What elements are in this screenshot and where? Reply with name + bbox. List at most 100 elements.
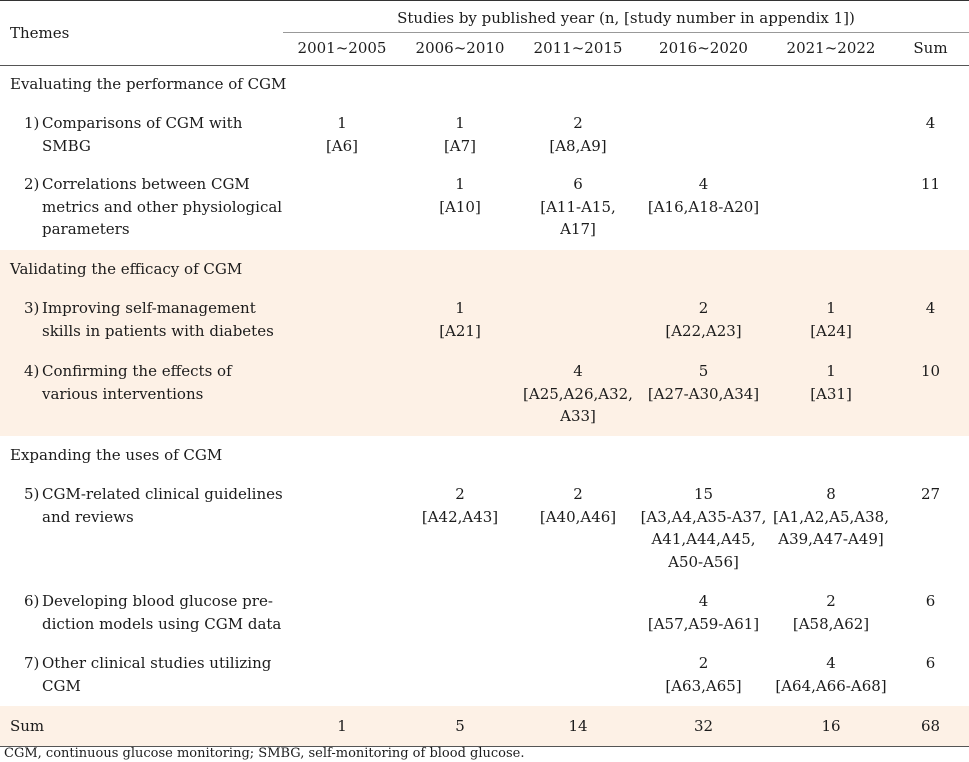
table-cell: [A16,A18-A20] bbox=[647, 197, 760, 216]
section-row-3: Expanding the uses of CGM bbox=[0, 436, 969, 474]
table-cell: [A63,A65] bbox=[665, 676, 742, 695]
table-cell: 2 bbox=[573, 485, 583, 503]
table-cell: 1 bbox=[826, 362, 836, 380]
row-theme-line: Other clinical studies utilizing bbox=[42, 654, 272, 672]
row-theme-line: parameters bbox=[42, 220, 130, 238]
row-theme-line: Improving self-management bbox=[42, 299, 256, 317]
table-cell: [A11-A15, bbox=[540, 197, 616, 216]
row-number: 7) bbox=[24, 654, 40, 672]
table-header: Themes Studies by published year (n, [stu… bbox=[0, 1, 969, 65]
row-theme-line: CGM bbox=[42, 676, 81, 695]
table-row: 3) Improving self-management skills in pat… bbox=[0, 288, 969, 351]
table-cell: A50-A56] bbox=[668, 552, 739, 571]
themes-header: Themes bbox=[10, 24, 70, 42]
table-cell: [A8,A9] bbox=[549, 136, 607, 155]
table-cell: 5 bbox=[698, 362, 709, 380]
sum-cell-1: 1 bbox=[337, 717, 347, 735]
table-cell: 6 bbox=[925, 592, 936, 610]
table-row: 1) Comparisons of CGM with SMBG 1 [A6] 1 [A7] 2… bbox=[0, 103, 969, 164]
table-footnote: CGM, continuous glucose monitoring; SMBG… bbox=[4, 746, 525, 761]
row-theme-line: Developing blood glucose pre- bbox=[42, 592, 273, 610]
table-cell: [A24] bbox=[810, 321, 852, 340]
table-cell: [A22,A23] bbox=[665, 321, 742, 340]
table-cell: 4 bbox=[925, 299, 936, 317]
section-title: Expanding the uses of CGM bbox=[10, 446, 223, 464]
table-cell: [A64,A66-A68] bbox=[775, 676, 887, 695]
row-theme-line: CGM-related clinical guidelines bbox=[42, 485, 283, 503]
section-title: Evaluating the performance of CGM bbox=[10, 75, 287, 93]
section-row-1: Evaluating the performance of CGM bbox=[0, 65, 969, 103]
table-row: 2) Correlations between CGM metrics and ot… bbox=[0, 164, 969, 250]
table-cell: [A10] bbox=[439, 197, 481, 216]
table-cell: 1 bbox=[455, 299, 465, 317]
table-cell: A33] bbox=[560, 407, 596, 425]
table-cell: [A31] bbox=[810, 384, 852, 403]
table-cell: 6 bbox=[573, 175, 583, 193]
table-cell: [A58,A62] bbox=[792, 614, 870, 633]
table-cell: 6 bbox=[925, 654, 936, 672]
row-theme-line: metrics and other physiological bbox=[42, 197, 283, 216]
sum-cell-5: 16 bbox=[821, 717, 841, 735]
column-header-1: 2001~2005 bbox=[297, 39, 387, 57]
table-row: 6) Developing blood glucose pre-diction m… bbox=[0, 581, 969, 643]
table-cell: A17] bbox=[560, 220, 596, 238]
section-row-2: Validating the efficacy of CGM bbox=[0, 250, 969, 288]
row-number: 5) bbox=[24, 485, 40, 503]
table-cell: 4 bbox=[826, 654, 836, 672]
row-theme-line: various interventions bbox=[42, 384, 204, 403]
row-theme-line: Comparisons of CGM with bbox=[42, 114, 243, 132]
sum-cell-6: 68 bbox=[920, 717, 941, 735]
table-cell: 4 bbox=[573, 362, 583, 380]
table-cell: 2 bbox=[698, 299, 709, 317]
header-divider bbox=[0, 65, 969, 66]
table-cell: [A21] bbox=[439, 321, 481, 340]
table-cell: 10 bbox=[920, 362, 941, 380]
row-number: 3) bbox=[24, 299, 40, 317]
row-number: 6) bbox=[24, 592, 40, 610]
table-cell: 1 bbox=[826, 299, 836, 317]
row-theme-line: Confirming the effects of bbox=[42, 362, 232, 380]
table-cell: A41,A44,A45, bbox=[651, 530, 756, 548]
row-number: 1) bbox=[24, 114, 40, 132]
sum-cell-4: 32 bbox=[693, 717, 714, 735]
table-row: 4) Confirming the effects of various inter… bbox=[0, 351, 969, 436]
table-cell: [A25,A26,A32, bbox=[523, 384, 633, 403]
sum-cell-3: 14 bbox=[568, 717, 588, 735]
table-cell: [A27-A30,A34] bbox=[647, 384, 760, 403]
column-header-6: Sum bbox=[913, 39, 948, 57]
table-cell: 8 bbox=[826, 485, 836, 503]
table-cell: [A6] bbox=[325, 136, 359, 155]
table-cell: 15 bbox=[693, 485, 714, 503]
table-cell: 27 bbox=[920, 485, 941, 503]
column-header-5: 2021~2022 bbox=[786, 39, 876, 57]
table-cell: [A42,A43] bbox=[421, 507, 499, 526]
sum-cell-2: 5 bbox=[455, 717, 465, 735]
table-cell: 2 bbox=[826, 592, 836, 610]
row-number: 2) bbox=[24, 175, 40, 193]
table-cell: 4 bbox=[698, 175, 709, 193]
column-header-2: 2006~2010 bbox=[415, 39, 505, 57]
table-cell: 2 bbox=[573, 114, 583, 132]
table-cell: 2 bbox=[698, 654, 709, 672]
table-cell: 4 bbox=[698, 592, 709, 610]
table-cell: A39,A47-A49] bbox=[778, 530, 884, 548]
row-theme-line: skills in patients with diabetes bbox=[42, 321, 274, 340]
column-header-4: 2016~2020 bbox=[659, 39, 748, 57]
group-underline bbox=[283, 32, 969, 33]
table-cell: 2 bbox=[455, 485, 465, 503]
table-bottom-rule bbox=[0, 746, 969, 747]
row-theme-line: and reviews bbox=[42, 507, 134, 526]
table-cell: [A40,A46] bbox=[539, 507, 617, 526]
sum-row: Sum 1 5 14 32 16 68 bbox=[0, 706, 969, 746]
table-cell: 1 bbox=[337, 114, 347, 132]
year-group-header: Studies by published year (n, [study num… bbox=[397, 9, 855, 27]
row-theme-line: Correlations between CGM bbox=[42, 175, 250, 193]
table-row: 5) CGM-related clinical guidelines and rev… bbox=[0, 474, 969, 581]
row-number: 4) bbox=[24, 362, 40, 380]
table-cell: [A3,A4,A35-A37, bbox=[640, 507, 767, 526]
table-cell: 1 bbox=[455, 114, 465, 132]
table-cell: 1 bbox=[455, 175, 465, 193]
table-cell: [A7] bbox=[443, 136, 477, 155]
row-theme-line: SMBG bbox=[42, 136, 91, 155]
